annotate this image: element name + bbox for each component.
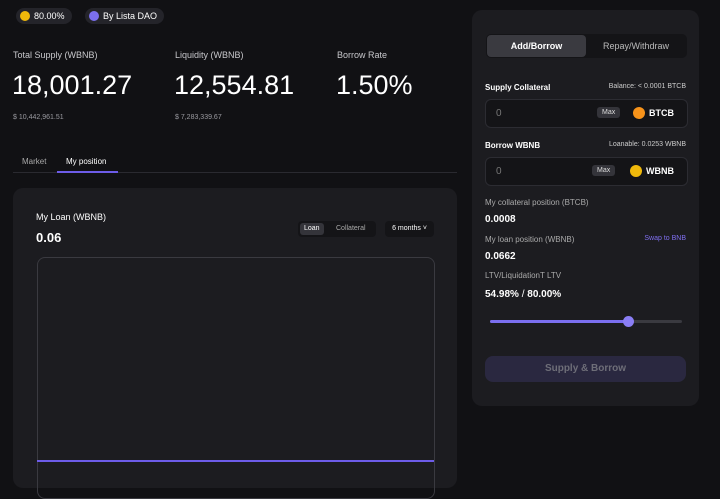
- stat-label: Borrow Rate: [337, 50, 388, 60]
- tab[interactable]: My position: [66, 157, 107, 166]
- slider-handle[interactable]: [623, 316, 634, 327]
- loanable: Loanable: 0.0253 WBNB: [608, 141, 686, 148]
- page: 80.00% By Lista DAO Total Supply (WBNB) …: [12, 8, 699, 499]
- token: WBNB: [646, 166, 674, 176]
- placeholder: 0: [496, 108, 502, 119]
- balance: Balance: < 0.0001 BTCB: [608, 83, 686, 90]
- stat-label: Total Supply (WBNB): [13, 50, 98, 60]
- stat-value: 18,001.27: [12, 70, 133, 100]
- stat-sub: $ 7,283,339.67: [175, 114, 222, 121]
- chart-line: [37, 460, 434, 462]
- placeholder: 0: [496, 166, 502, 177]
- info-label: My collateral position (BTCB): [485, 198, 589, 207]
- badge: 80.00%: [16, 8, 72, 24]
- borrow-input[interactable]: 0 Max WBNB: [485, 157, 688, 186]
- stat-sub: $ 10,442,961.51: [13, 114, 64, 121]
- loan-title: My Loan (WBNB): [36, 212, 107, 222]
- max-button[interactable]: Max: [592, 165, 616, 176]
- ltv-limit: 80.00%: [527, 289, 562, 300]
- token-icon: [633, 107, 645, 119]
- info-label: My loan position (WBNB): [485, 235, 575, 244]
- toggle-option[interactable]: Collateral: [336, 225, 366, 232]
- submit-button[interactable]: Supply & Borrow: [485, 356, 686, 382]
- supply-input[interactable]: 0 Max BTCB: [485, 99, 688, 128]
- badge-text: By Lista DAO: [103, 11, 158, 21]
- ltv-value: 54.98%: [485, 289, 519, 300]
- field-label: Borrow WBNB: [485, 141, 541, 150]
- tab-divider: [13, 172, 457, 173]
- loan-card: My Loan (WBNB) 0.06 Loan Collateral 6 mo…: [13, 188, 457, 499]
- slider-fill: [490, 320, 628, 323]
- info-value: 0.0662: [485, 251, 516, 262]
- stat-value: 12,554.81: [174, 70, 295, 100]
- period-text: 6 months: [392, 225, 421, 232]
- panel-tabs: Add/Borrow Repay/Withdraw: [486, 34, 687, 58]
- max-button[interactable]: Max: [597, 107, 621, 118]
- ltv: 54.98% / 80.00%: [485, 289, 561, 300]
- loan-value: 0.06: [36, 230, 62, 245]
- panel-tab[interactable]: Repay/Withdraw: [602, 41, 670, 51]
- ltv-sep: /: [521, 289, 525, 300]
- token: BTCB: [649, 108, 674, 118]
- period-select[interactable]: 6 months ˅: [385, 221, 434, 237]
- info-value: 0.0008: [485, 214, 516, 225]
- badge: By Lista DAO: [85, 8, 165, 24]
- tab-indicator: [57, 171, 118, 173]
- info-label: LTV/LiquidationT LTV: [485, 271, 562, 280]
- badge-text: 80.00%: [34, 11, 65, 21]
- stat-value: 1.50%: [336, 70, 413, 100]
- token-icon: [630, 165, 642, 177]
- field-label: Supply Collateral: [485, 83, 551, 92]
- toggle-option[interactable]: Loan: [300, 223, 324, 235]
- toggle: Loan Collateral: [298, 221, 376, 237]
- panel-tab[interactable]: Add/Borrow: [487, 35, 586, 57]
- tab[interactable]: Market: [22, 157, 47, 166]
- chart-area: [37, 257, 435, 499]
- stat-label: Liquidity (WBNB): [175, 50, 244, 60]
- swap-link[interactable]: Swap to BNB: [644, 235, 686, 242]
- action-panel: Add/Borrow Repay/Withdraw Supply Collate…: [472, 10, 699, 406]
